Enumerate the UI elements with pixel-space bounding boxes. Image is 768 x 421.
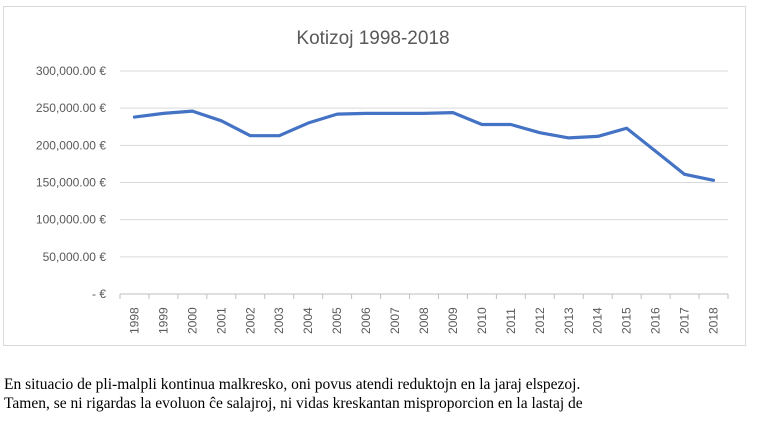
- x-tick-label: 2003: [272, 307, 286, 334]
- chart-frame: [3, 6, 746, 346]
- x-tick-label: 2012: [533, 307, 547, 334]
- x-tick-label: 2006: [359, 307, 373, 334]
- body-text-line-1: En situacio de pli-malpli kontinua malkr…: [4, 376, 581, 393]
- y-tick-label: 200,000.00 €: [36, 138, 106, 152]
- y-tick-label: 150,000.00 €: [36, 176, 106, 190]
- y-tick-label: 100,000.00 €: [36, 213, 106, 227]
- x-tick-label: 1999: [156, 307, 170, 334]
- series-line: [132, 109, 716, 182]
- x-tick-label: 2018: [707, 307, 721, 334]
- x-tick-label: 2017: [678, 307, 692, 334]
- x-tick-label: 2011: [504, 308, 518, 334]
- x-tick-label: 2008: [417, 307, 431, 334]
- y-tick-label: 50,000.00 €: [43, 250, 107, 264]
- x-tick-label: 2010: [475, 307, 489, 334]
- x-tick-label: 1998: [127, 307, 141, 334]
- x-tick-label: 2004: [301, 307, 315, 334]
- y-tick-label: - €: [92, 287, 106, 301]
- x-tick-label: 2007: [388, 307, 402, 334]
- y-tick-label: 250,000.00 €: [36, 101, 106, 115]
- x-tick-label: 2013: [562, 307, 576, 334]
- x-tick-label: 2009: [446, 307, 460, 334]
- chart-title: Kotizoj 1998-2018: [296, 28, 449, 49]
- y-tick-label: 300,000.00 €: [36, 64, 106, 78]
- x-tick-label: 2000: [185, 307, 199, 334]
- x-tick-label: 2014: [591, 307, 605, 334]
- x-tick-label: 2001: [214, 307, 228, 334]
- x-tick-label: 2005: [330, 307, 344, 334]
- line-chart: Kotizoj 1998-2018 300,000.00 € 250,000.00 …: [36, 28, 729, 334]
- x-tick-label: 2002: [243, 307, 257, 334]
- x-tick-label: 2015: [620, 307, 634, 334]
- body-text-line-2: Tamen, se ni rigardas la evoluon ĉe sala…: [4, 395, 583, 412]
- x-tick-label: 2016: [649, 307, 663, 334]
